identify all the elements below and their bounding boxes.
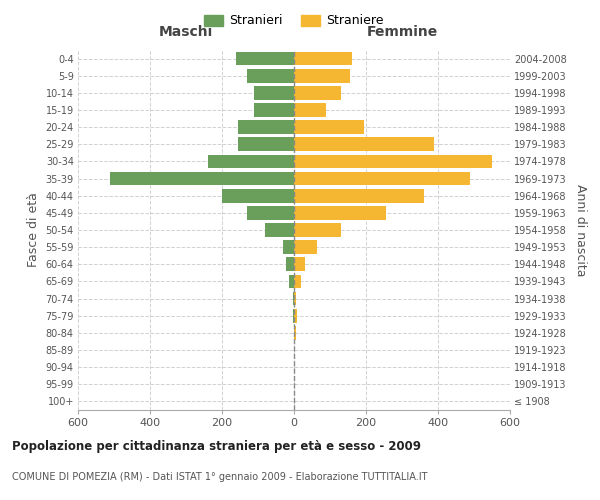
Bar xyxy=(247,69,294,82)
Bar xyxy=(110,172,294,185)
Bar xyxy=(294,86,341,100)
Bar xyxy=(294,223,341,237)
Bar xyxy=(294,309,297,322)
Bar xyxy=(247,206,294,220)
Text: COMUNE DI POMEZIA (RM) - Dati ISTAT 1° gennaio 2009 - Elaborazione TUTTITALIA.IT: COMUNE DI POMEZIA (RM) - Dati ISTAT 1° g… xyxy=(12,472,427,482)
Bar xyxy=(236,52,294,66)
Bar xyxy=(294,103,326,117)
Bar xyxy=(294,172,470,185)
Bar xyxy=(294,189,424,202)
Bar xyxy=(238,138,294,151)
Bar xyxy=(294,206,386,220)
Bar xyxy=(293,292,294,306)
Bar xyxy=(294,326,296,340)
Bar xyxy=(286,258,294,271)
Text: Popolazione per cittadinanza straniera per età e sesso - 2009: Popolazione per cittadinanza straniera p… xyxy=(12,440,421,453)
Bar xyxy=(294,240,317,254)
Bar xyxy=(283,240,294,254)
Bar xyxy=(208,154,294,168)
Y-axis label: Fasce di età: Fasce di età xyxy=(27,192,40,268)
Bar xyxy=(238,120,294,134)
Bar xyxy=(222,189,294,202)
Bar xyxy=(294,274,301,288)
Bar xyxy=(294,292,296,306)
Legend: Stranieri, Straniere: Stranieri, Straniere xyxy=(199,10,389,32)
Bar xyxy=(289,274,294,288)
Bar xyxy=(294,120,364,134)
Bar xyxy=(254,103,294,117)
Bar xyxy=(293,309,294,322)
Text: Femmine: Femmine xyxy=(367,25,437,39)
Bar xyxy=(254,86,294,100)
Bar xyxy=(265,223,294,237)
Text: Maschi: Maschi xyxy=(159,25,213,39)
Bar xyxy=(294,258,305,271)
Bar xyxy=(294,52,352,66)
Bar xyxy=(294,138,434,151)
Bar xyxy=(294,69,350,82)
Bar xyxy=(294,154,492,168)
Y-axis label: Anni di nascita: Anni di nascita xyxy=(574,184,587,276)
